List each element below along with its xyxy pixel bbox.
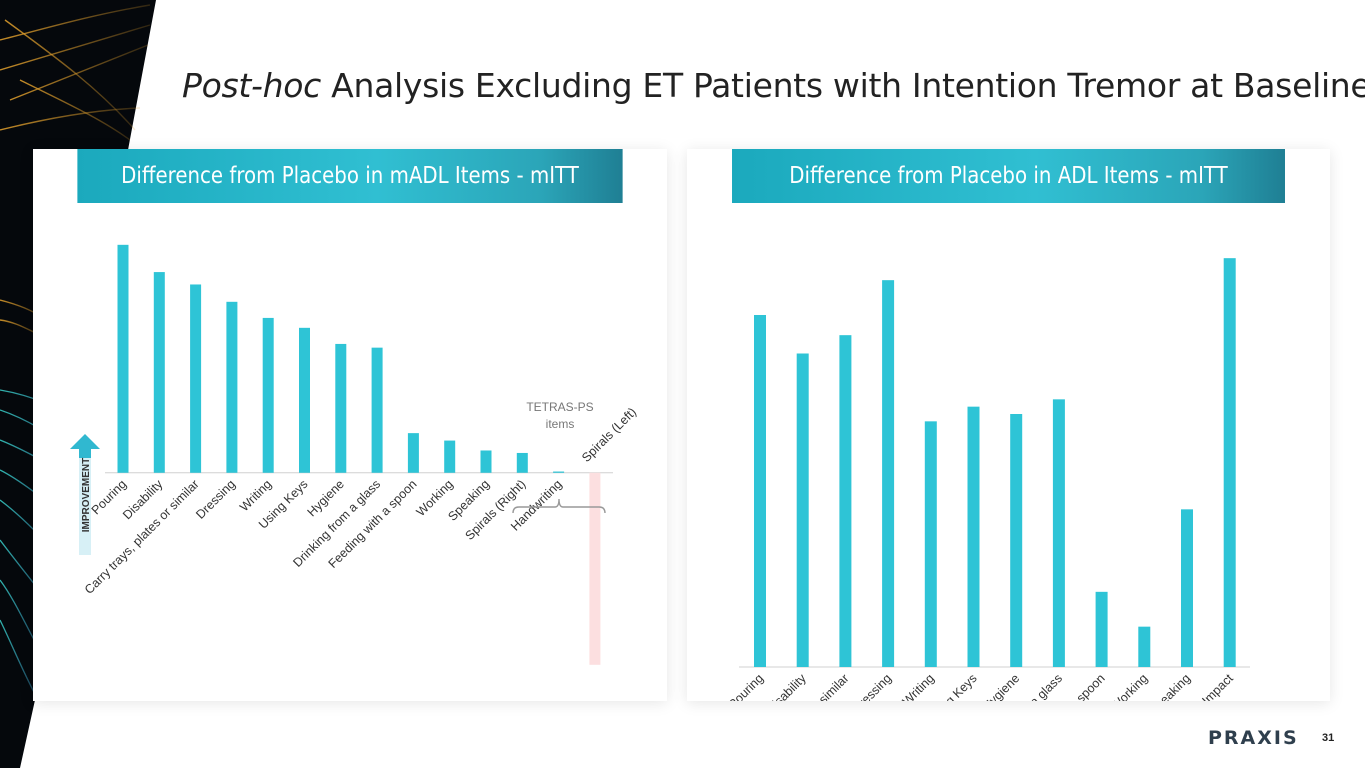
x-tick-label: Pouring	[726, 671, 766, 701]
x-tick-label: Working	[1108, 671, 1150, 701]
chart-card-adl: Difference from Placebo in ADL Items - m…	[687, 149, 1330, 701]
bar-speaking	[1181, 509, 1193, 667]
x-tick-label: Speaking	[1146, 671, 1193, 701]
bar-carry-trays-plates-or-similar	[190, 284, 202, 473]
bar-spirals-left-	[589, 472, 601, 665]
bar-disability	[153, 272, 165, 473]
bar-working	[1138, 626, 1151, 667]
bar-writing	[924, 421, 937, 667]
page-title-rest: Analysis Excluding ET Patients with Inte…	[320, 66, 1365, 105]
bar-pouring	[117, 244, 129, 473]
y-axis-label: IMPROVEMENT	[81, 458, 92, 532]
bar-writing	[262, 317, 274, 473]
x-tick-label: Hygiene	[980, 671, 1022, 701]
tetras-bracket	[512, 498, 606, 514]
bar-using-keys	[299, 327, 310, 473]
bar-dressing	[226, 301, 238, 473]
x-tick-label: Writing	[900, 671, 937, 701]
x-tick-label: Feeding with a spoon	[1014, 671, 1108, 701]
x-tick-label: Dressing	[849, 671, 894, 701]
bar-using-keys	[967, 406, 980, 667]
x-tick-label: Dressing	[193, 477, 238, 522]
bar-social-impact	[1223, 258, 1236, 667]
page-title-italic: Post-hoc	[182, 66, 321, 105]
page-number: 31	[1322, 732, 1335, 744]
bar-feeding-with-a-spoon	[407, 433, 419, 473]
bar-carry-trays-plates-or-similar	[839, 335, 852, 667]
bar-disability	[796, 353, 809, 667]
bar-drinking-from-a-glass	[1052, 399, 1065, 667]
bar-working	[444, 440, 456, 473]
x-tick-label: Disability	[764, 671, 810, 701]
bar-feeding-with-a-spoon	[1095, 591, 1108, 667]
tetras-label-line1: TETRAS-PS	[526, 400, 593, 414]
tetras-label-line2: items	[546, 417, 575, 431]
bar-hygiene	[1010, 414, 1023, 667]
praxis-logo: PRAXIS	[1208, 727, 1299, 749]
bar-handwriting	[553, 471, 565, 473]
chart-title-madl: Difference from Placebo in mADL Items - …	[77, 149, 623, 203]
bar-speaking	[480, 450, 492, 473]
x-tick-label: Using Keys	[925, 671, 980, 701]
bar-pouring	[754, 315, 766, 667]
chart-title-adl: Difference from Placebo in ADL Items - m…	[732, 149, 1285, 203]
improvement-arrow-icon	[70, 434, 100, 449]
bar-drinking-from-a-glass	[371, 347, 383, 473]
bar-hygiene	[335, 343, 347, 473]
improvement-arrow-neck	[79, 448, 91, 458]
bar-spirals-right-	[516, 452, 528, 473]
page-title: Post-hoc Analysis Excluding ET Patients …	[182, 66, 1365, 105]
bar-dressing	[882, 280, 895, 667]
improvement-arrow-shaft	[79, 455, 91, 555]
chart-card-madl: Difference from Placebo in mADL Items - …	[33, 149, 667, 701]
